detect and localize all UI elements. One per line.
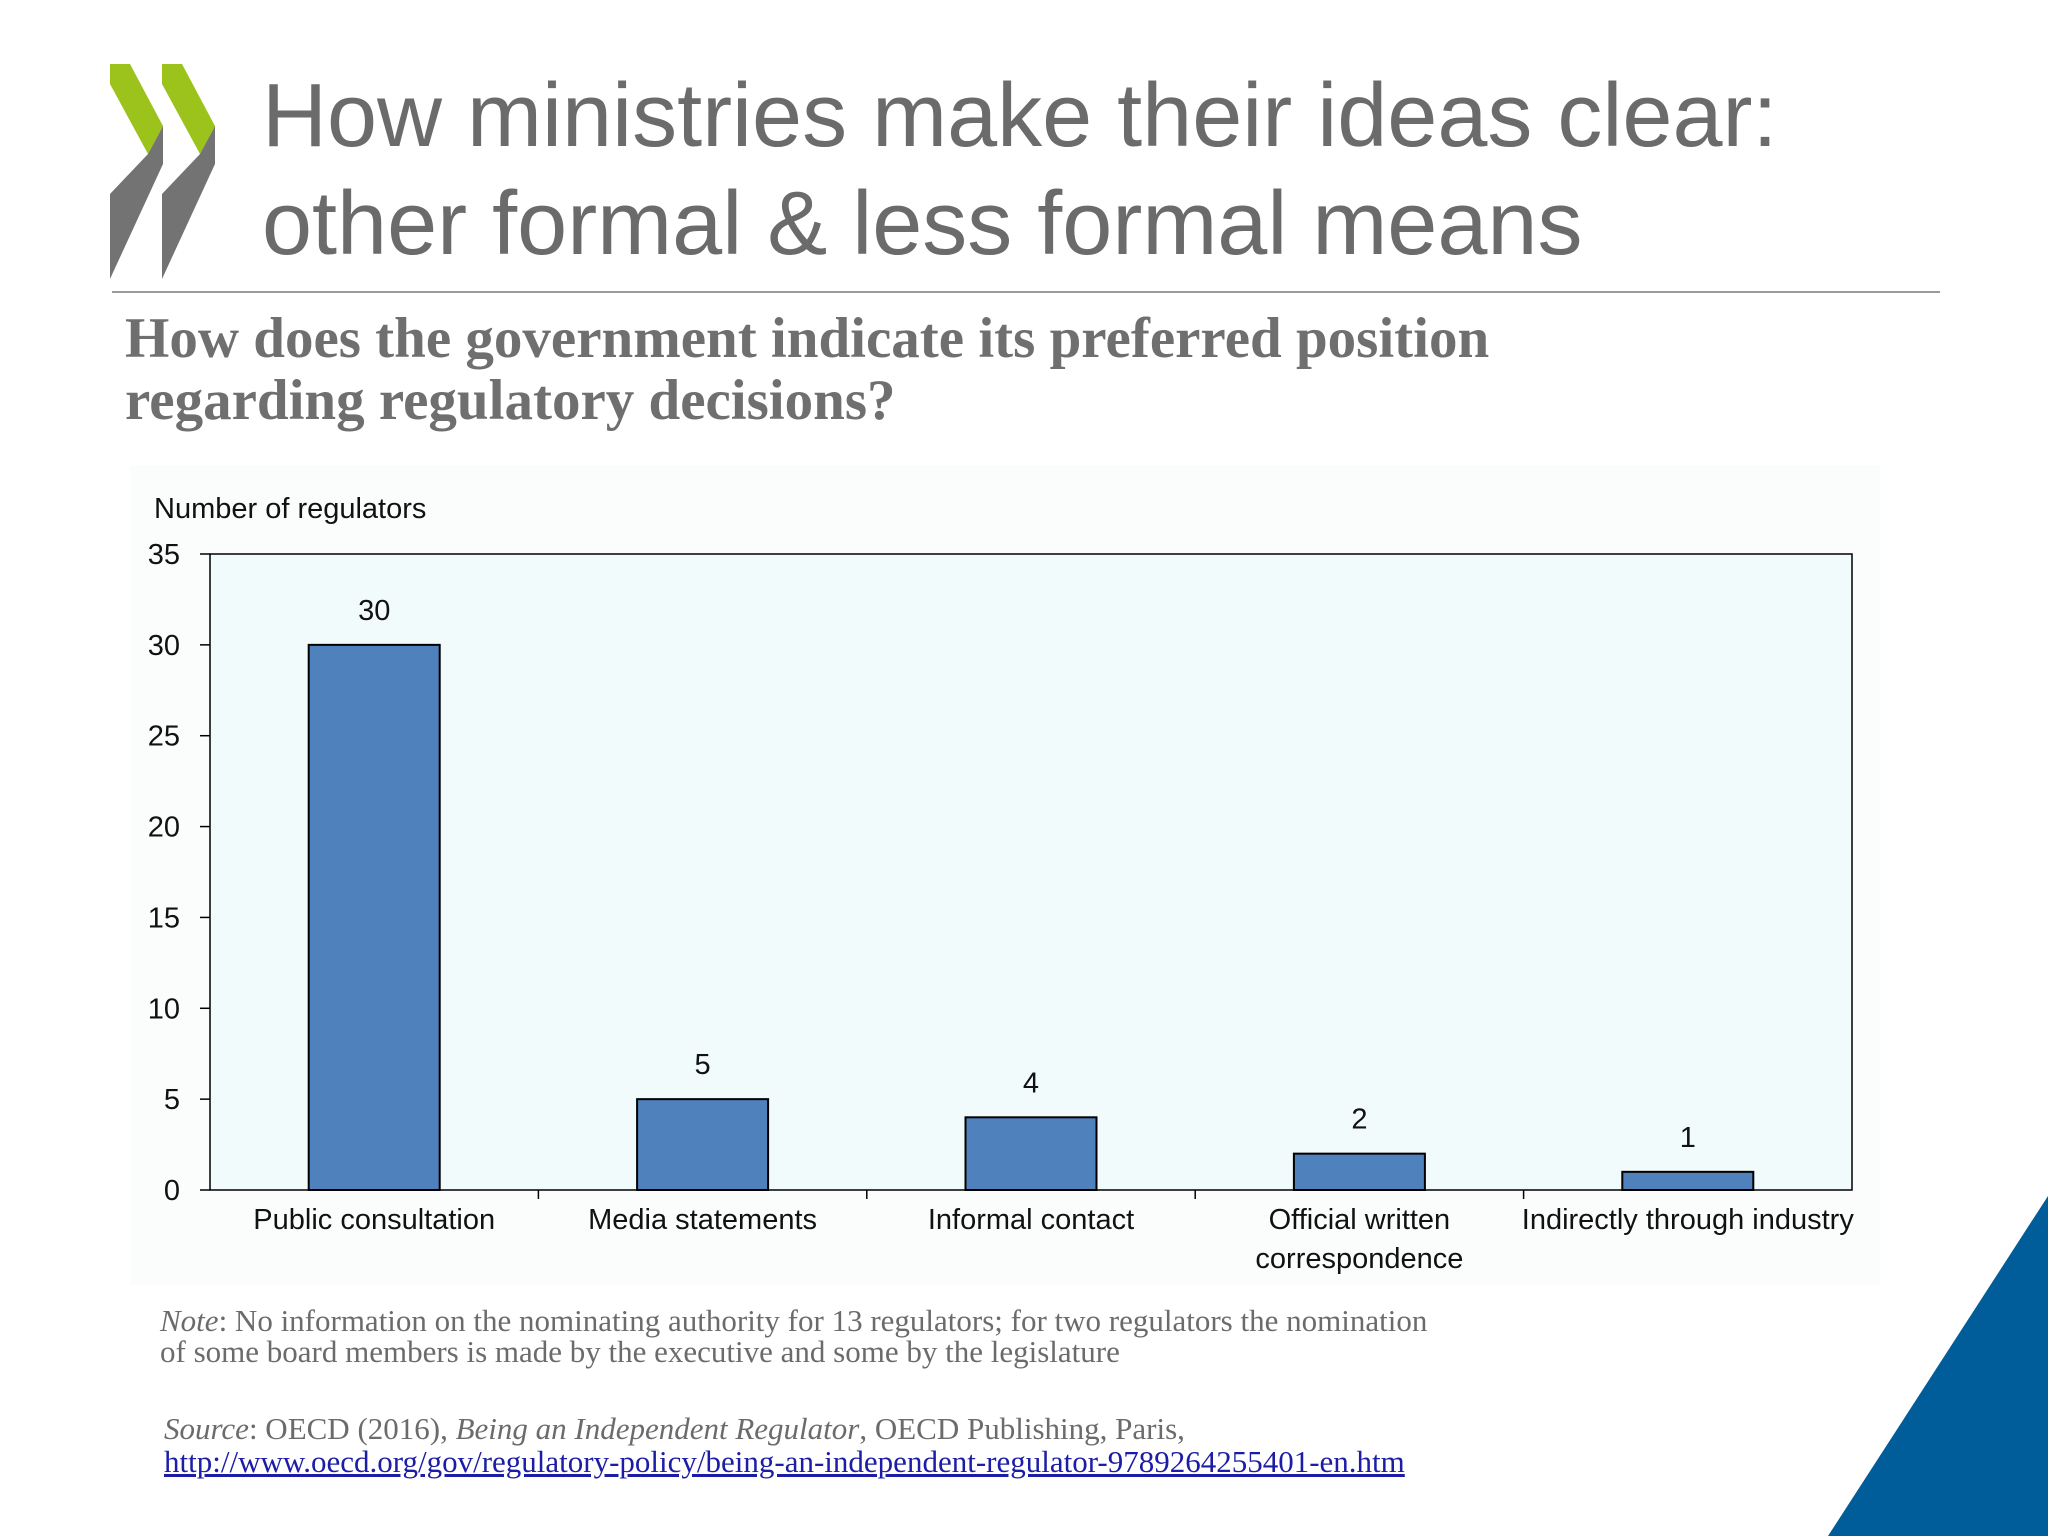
x-category-label: Public consultation (253, 1204, 495, 1236)
corner-decoration (1828, 1196, 2048, 1536)
x-category-label: correspondence (1255, 1243, 1463, 1275)
y-tick-label: 0 (164, 1175, 180, 1207)
y-tick-label: 20 (148, 812, 180, 844)
chart-note-text-1: : No information on the nominating autho… (218, 1303, 1428, 1338)
y-tick-label: 35 (148, 539, 180, 571)
bar (1292, 1152, 1426, 1191)
page-title-line-2: other formal & less formal means (262, 174, 1583, 274)
chart-source-line-2: http://www.oecd.org/gov/regulatory-polic… (164, 1445, 1764, 1478)
x-category-label: Indirectly through industry (1522, 1204, 1855, 1236)
chart-question-line-1: How does the government indicate its pre… (125, 307, 1490, 370)
y-tick-label: 30 (148, 630, 180, 662)
y-tick-label: 10 (148, 993, 180, 1025)
page-title: How ministries make their ideas clear: o… (262, 62, 1962, 278)
bar (636, 1098, 770, 1191)
x-category-label: Informal contact (928, 1204, 1134, 1236)
page-title-line-1: How ministries make their ideas clear: (262, 66, 1778, 166)
logo-green-chevron-left (110, 64, 163, 154)
chart-source-text-b: , OECD Publishing, Paris, (859, 1411, 1185, 1446)
data-label: 5 (695, 1049, 711, 1081)
y-tick-label: 5 (164, 1084, 180, 1116)
bar (964, 1116, 1098, 1192)
corner-blue-triangle (1828, 1196, 2048, 1536)
x-category-label: Official written (1269, 1204, 1451, 1236)
chart-question-heading: How does the government indicate its pre… (125, 308, 1945, 432)
chart-source-line-1: Source: OECD (2016), Being an Independen… (164, 1412, 1764, 1445)
oecd-logo-icon (110, 64, 215, 279)
bar (307, 643, 441, 1191)
logo-gray-chevron-right (162, 126, 215, 279)
bar-chart: Number of regulators0510152025303530Publ… (148, 493, 1855, 1275)
source-link[interactable]: http://www.oecd.org/gov/regulatory-polic… (164, 1444, 1405, 1479)
y-tick-label: 25 (148, 721, 180, 753)
chart-note-line-2: of some board members is made by the exe… (160, 1334, 1120, 1369)
y-axis-label: Number of regulators (154, 493, 426, 525)
data-label: 1 (1680, 1122, 1696, 1154)
chart-source: Source: OECD (2016), Being an Independen… (164, 1412, 1764, 1478)
chart-note-line-1: Note: No information on the nominating a… (160, 1305, 1660, 1336)
chart-note: Note: No information on the nominating a… (160, 1305, 1660, 1367)
data-label: 30 (358, 595, 390, 627)
logo-green-chevron-right (162, 64, 215, 154)
chart-question-line-2: regarding regulatory decisions? (125, 369, 896, 432)
data-label: 4 (1023, 1067, 1039, 1099)
plot-area (209, 553, 1853, 1191)
logo-gray-chevron-left (110, 126, 163, 279)
chart-source-text-a: : OECD (2016), (248, 1411, 456, 1446)
chart-source-book-title: Being an Independent Regulator (455, 1411, 860, 1446)
chart-note-label: Note (160, 1303, 219, 1338)
x-category-label: Media statements (588, 1204, 817, 1236)
bar (1621, 1170, 1755, 1192)
title-divider (112, 291, 1940, 293)
data-label: 2 (1351, 1104, 1367, 1136)
chart-source-label: Source (164, 1411, 249, 1446)
y-tick-label: 15 (148, 902, 180, 934)
